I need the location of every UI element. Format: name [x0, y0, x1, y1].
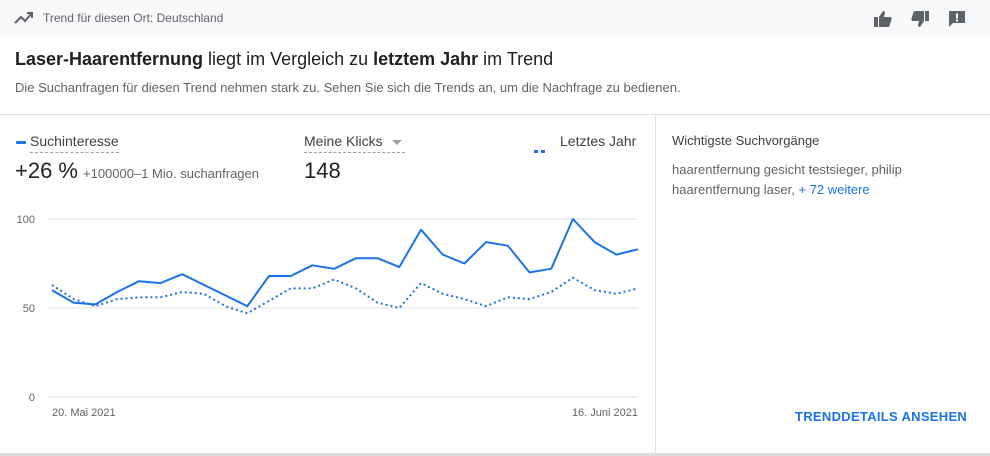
- trend-location-text: Trend für diesen Ort: Deutschland: [43, 11, 224, 25]
- headline-mid: liegt im Vergleich zu: [203, 49, 374, 69]
- chevron-down-icon[interactable]: [392, 140, 402, 145]
- clicks-value: 148: [304, 158, 341, 183]
- horizontal-divider: [0, 114, 990, 115]
- headline-term: Laser-Haarentfernung: [15, 49, 204, 69]
- trend-line-chart: 100 50 0 20. Mai 2021 16. Juni 2021: [17, 214, 639, 419]
- trending-up-icon: [14, 12, 33, 24]
- top-searches-title: Wichtigste Suchvorgänge: [672, 133, 820, 148]
- trend-details-button[interactable]: TRENDDETAILS ANSEHEN: [795, 409, 968, 424]
- meine-klicks-dropdown[interactable]: Meine Klicks: [304, 133, 405, 153]
- top-searches-list: haarentfernung gesicht testsieger, phili…: [672, 160, 962, 200]
- headline-end: im Trend: [478, 49, 554, 69]
- thumb-up-icon[interactable]: [873, 9, 893, 29]
- top-searches-queries: haarentfernung gesicht testsieger, phili…: [672, 162, 902, 197]
- headline-emphasis: letztem Jahr: [373, 49, 479, 69]
- thumb-down-icon[interactable]: [910, 9, 930, 29]
- interest-volume-text: +100000–1 Mio. suchanfragen: [83, 166, 259, 181]
- feedback-icon[interactable]: [947, 9, 967, 29]
- letztes-jahr-label: Letztes Jahr: [560, 133, 637, 149]
- trend-location-bar: Trend für diesen Ort: Deutschland: [0, 0, 990, 37]
- series-line-suchinteresse: [51, 218, 639, 308]
- card-bottom-border: [0, 453, 990, 456]
- x-tick-label-end: 16. Juni 2021: [572, 407, 638, 419]
- letztes-jahr-legend-swatch: [534, 140, 548, 158]
- interest-change-value: +26 %: [15, 158, 78, 183]
- y-tick-label: 100: [17, 214, 35, 226]
- suchinteresse-label[interactable]: Suchinteresse: [30, 133, 119, 153]
- suchinteresse-legend-swatch: [16, 141, 26, 144]
- more-searches-link[interactable]: + 72 weitere: [798, 182, 870, 197]
- x-tick-label-start: 20. Mai 2021: [52, 407, 116, 419]
- trend-headline: Laser-Haarentfernung liegt im Vergleich …: [15, 49, 553, 70]
- trend-subtitle: Die Suchanfragen für diesen Trend nehmen…: [15, 80, 681, 95]
- y-tick-label: 0: [29, 392, 35, 404]
- vertical-divider: [655, 115, 656, 453]
- y-tick-label: 50: [23, 303, 35, 315]
